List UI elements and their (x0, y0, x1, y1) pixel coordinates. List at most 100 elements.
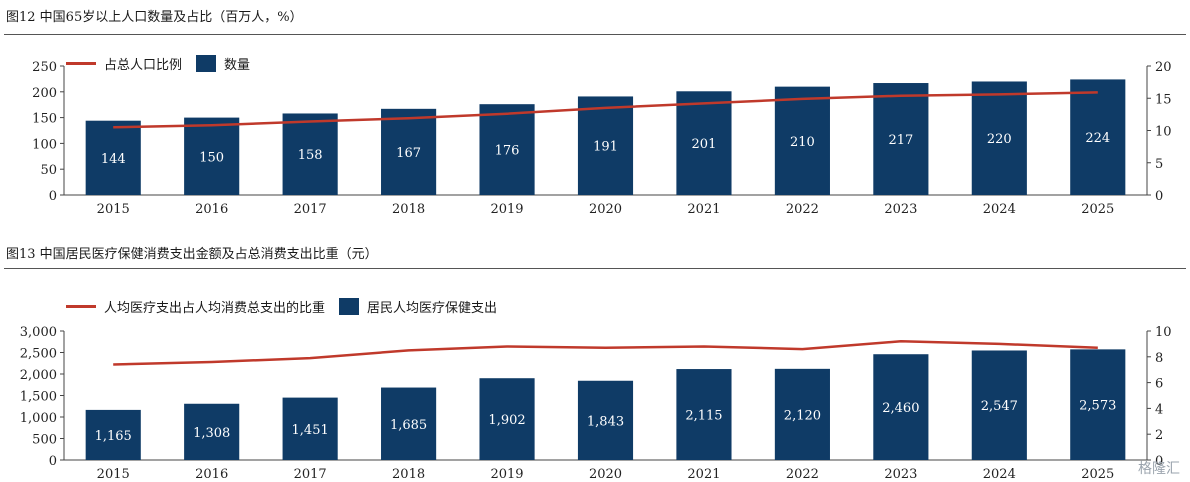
x-tick-label: 2025 (1081, 202, 1114, 217)
x-tick-label: 2015 (97, 467, 130, 482)
x-tick-label: 2024 (983, 467, 1016, 482)
bar-data-label: 1,308 (193, 426, 230, 441)
y-right-tick-label: 0 (1155, 189, 1163, 204)
legend-line-swatch (66, 305, 96, 308)
bar (1070, 79, 1126, 195)
y-right-tick-label: 10 (1155, 325, 1172, 340)
bar-data-label: 2,120 (784, 408, 821, 423)
bar (676, 369, 732, 460)
bar (577, 96, 634, 195)
bar-data-label: 1,902 (488, 413, 525, 428)
x-tick-label: 2022 (786, 467, 819, 482)
y-left-tick-label: 2,000 (20, 368, 57, 383)
legend-bar-label: 居民人均医疗保健支出 (367, 301, 498, 316)
bar (1070, 349, 1126, 460)
y-left-tick-label: 1,000 (20, 411, 57, 426)
bar-data-label: 1,685 (390, 418, 427, 433)
y-left-tick-label: 200 (32, 86, 57, 101)
x-tick-label: 2021 (687, 202, 720, 217)
bar (676, 91, 732, 195)
bar (282, 113, 338, 195)
bar-data-label: 1,451 (292, 423, 329, 438)
bar (873, 354, 929, 460)
y-right-tick-label: 20 (1155, 60, 1172, 75)
y-left-tick-label: 0 (49, 189, 57, 204)
bar-data-label: 2,573 (1079, 399, 1116, 414)
bar-data-label: 176 (495, 144, 520, 159)
bar (85, 409, 141, 460)
x-tick-label: 2018 (392, 467, 425, 482)
x-tick-label: 2018 (392, 202, 425, 217)
x-tick-label: 2023 (884, 467, 917, 482)
x-tick-label: 2020 (589, 202, 622, 217)
bar-data-label: 2,115 (685, 409, 722, 424)
bar-data-label: 2,547 (981, 399, 1018, 414)
legend-bar-swatch (339, 298, 360, 315)
bar-data-label: 167 (396, 146, 421, 161)
legend-line-label: 占总人口比例 (104, 58, 183, 73)
y-left-tick-label: 150 (32, 112, 57, 127)
bar (873, 83, 929, 195)
bar-data-label: 150 (199, 150, 224, 165)
y-left-tick-label: 0 (49, 454, 57, 469)
x-tick-label: 2016 (195, 202, 228, 217)
x-tick-label: 2017 (294, 467, 327, 482)
bar-data-label: 210 (790, 135, 815, 150)
bar-data-label: 1,843 (587, 414, 624, 429)
bar (184, 403, 240, 460)
y-left-tick-label: 50 (40, 163, 57, 178)
bar-data-label: 158 (298, 148, 323, 163)
y-left-tick-label: 250 (32, 60, 57, 75)
bar-data-label: 224 (1085, 131, 1110, 146)
x-tick-label: 2025 (1081, 467, 1114, 482)
y-right-tick-label: 8 (1155, 351, 1163, 366)
y-left-tick-label: 3,000 (20, 325, 57, 340)
watermark: 格隆汇 (1138, 461, 1180, 477)
y-right-tick-label: 4 (1155, 402, 1163, 417)
x-tick-label: 2020 (589, 467, 622, 482)
bar-data-label: 191 (593, 140, 618, 155)
bar-data-label: 1,165 (95, 429, 132, 444)
x-tick-label: 2019 (490, 467, 523, 482)
figure1-title: 图12 中国65岁以上人口数量及占比（百万人，%） (6, 10, 303, 25)
y-left-tick-label: 100 (32, 137, 57, 152)
legend-line-label: 人均医疗支出占人均消费总支出的比重 (104, 301, 326, 316)
x-tick-label: 2015 (97, 202, 130, 217)
bar (282, 397, 338, 460)
figure2-legend: 人均医疗支出占人均消费总支出的比重 居民人均医疗保健支出 (66, 297, 497, 316)
x-tick-label: 2021 (687, 467, 720, 482)
bar (774, 86, 830, 195)
bar (184, 117, 240, 195)
y-right-tick-label: 15 (1155, 92, 1172, 107)
x-tick-label: 2017 (294, 202, 327, 217)
ratio-line (113, 340, 1098, 366)
y-right-tick-label: 0 (1155, 454, 1163, 469)
bar (577, 380, 634, 460)
bar-data-label: 2,460 (882, 401, 919, 416)
bar (85, 120, 141, 195)
bar (381, 108, 437, 195)
bar-data-label: 217 (888, 133, 913, 148)
bar (774, 368, 830, 460)
y-left-tick-label: 500 (32, 433, 57, 448)
chart-population: 0 50 100 150 200 250 0 5 10 15 20 144 2015 150 2016 158… (32, 60, 1172, 217)
figure2-title: 图13 中国居民医疗保健消费支出金额及占总消费支出比重（元） (6, 247, 378, 262)
bar-data-label: 220 (987, 132, 1012, 147)
bar-data-label: 144 (101, 152, 126, 167)
y-left-tick-label: 2,500 (20, 347, 57, 362)
y-right-tick-label: 2 (1155, 428, 1163, 443)
x-tick-label: 2016 (195, 467, 228, 482)
bar (381, 387, 437, 460)
legend-bar-label: 数量 (224, 58, 251, 73)
legend-line-swatch (66, 62, 96, 65)
bar (971, 350, 1027, 460)
y-right-tick-label: 10 (1155, 125, 1172, 140)
x-tick-label: 2023 (884, 202, 917, 217)
bar-data-label: 201 (692, 137, 717, 152)
x-tick-label: 2024 (983, 202, 1016, 217)
ratio-line (113, 91, 1098, 129)
y-right-tick-label: 5 (1155, 157, 1163, 172)
y-left-tick-label: 1,500 (20, 390, 57, 405)
figure2-rule (4, 268, 1186, 269)
